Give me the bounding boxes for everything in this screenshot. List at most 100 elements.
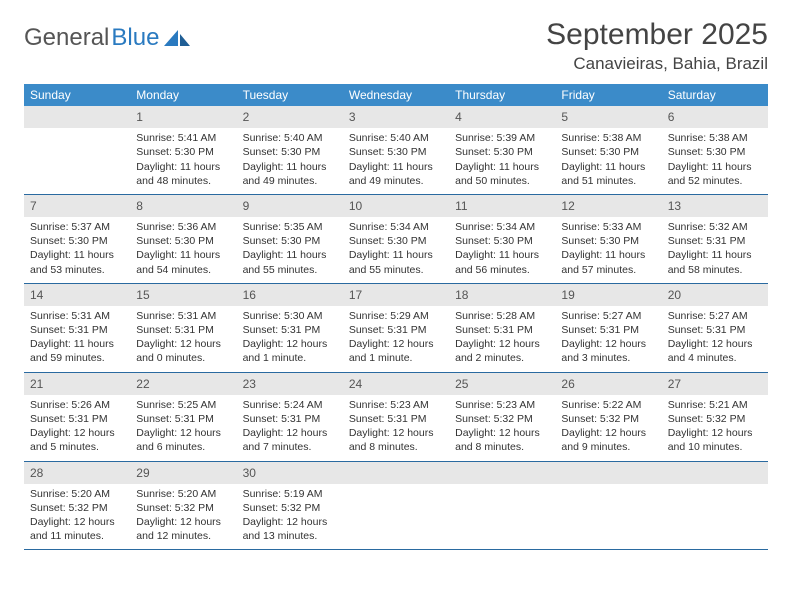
day-details-cell: Sunrise: 5:27 AMSunset: 5:31 PMDaylight:… bbox=[555, 306, 661, 372]
sunset-line: Sunset: 5:31 PM bbox=[455, 323, 549, 337]
daylight-line: Daylight: 11 hours and 49 minutes. bbox=[243, 160, 337, 188]
daylight-line: Daylight: 11 hours and 55 minutes. bbox=[349, 248, 443, 276]
day-number-cell bbox=[449, 461, 555, 484]
sunset-line: Sunset: 5:31 PM bbox=[668, 323, 762, 337]
day-number-cell: 8 bbox=[130, 194, 236, 217]
day-number-cell: 27 bbox=[662, 372, 768, 395]
day-number-row: 78910111213 bbox=[24, 194, 768, 217]
day-details-cell bbox=[449, 484, 555, 550]
sunset-line: Sunset: 5:32 PM bbox=[136, 501, 230, 515]
sunrise-line: Sunrise: 5:40 AM bbox=[243, 131, 337, 145]
day-details-cell: Sunrise: 5:34 AMSunset: 5:30 PMDaylight:… bbox=[449, 217, 555, 283]
day-details-row: Sunrise: 5:31 AMSunset: 5:31 PMDaylight:… bbox=[24, 306, 768, 372]
day-number-cell: 22 bbox=[130, 372, 236, 395]
day-number-cell: 18 bbox=[449, 283, 555, 306]
day-details-cell: Sunrise: 5:35 AMSunset: 5:30 PMDaylight:… bbox=[237, 217, 343, 283]
day-number-cell: 25 bbox=[449, 372, 555, 395]
daylight-line: Daylight: 12 hours and 0 minutes. bbox=[136, 337, 230, 365]
sunrise-line: Sunrise: 5:41 AM bbox=[136, 131, 230, 145]
sunset-line: Sunset: 5:30 PM bbox=[455, 145, 549, 159]
day-details-cell: Sunrise: 5:25 AMSunset: 5:31 PMDaylight:… bbox=[130, 395, 236, 461]
day-number-cell: 17 bbox=[343, 283, 449, 306]
daylight-line: Daylight: 12 hours and 7 minutes. bbox=[243, 426, 337, 454]
day-details-cell: Sunrise: 5:38 AMSunset: 5:30 PMDaylight:… bbox=[555, 128, 661, 194]
day-details-cell: Sunrise: 5:32 AMSunset: 5:31 PMDaylight:… bbox=[662, 217, 768, 283]
sunset-line: Sunset: 5:31 PM bbox=[349, 412, 443, 426]
daylight-line: Daylight: 11 hours and 57 minutes. bbox=[561, 248, 655, 276]
calendar-grid: SundayMondayTuesdayWednesdayThursdayFrid… bbox=[24, 84, 768, 550]
daylight-line: Daylight: 12 hours and 8 minutes. bbox=[455, 426, 549, 454]
day-number-cell: 21 bbox=[24, 372, 130, 395]
sunset-line: Sunset: 5:30 PM bbox=[136, 234, 230, 248]
daylight-line: Daylight: 11 hours and 54 minutes. bbox=[136, 248, 230, 276]
daylight-line: Daylight: 12 hours and 11 minutes. bbox=[30, 515, 124, 543]
month-title: September 2025 bbox=[546, 18, 768, 52]
sunrise-line: Sunrise: 5:23 AM bbox=[349, 398, 443, 412]
sunset-line: Sunset: 5:31 PM bbox=[243, 323, 337, 337]
day-details-cell bbox=[555, 484, 661, 550]
sunrise-line: Sunrise: 5:40 AM bbox=[349, 131, 443, 145]
day-details-cell: Sunrise: 5:36 AMSunset: 5:30 PMDaylight:… bbox=[130, 217, 236, 283]
sunrise-line: Sunrise: 5:20 AM bbox=[136, 487, 230, 501]
sunrise-line: Sunrise: 5:32 AM bbox=[668, 220, 762, 234]
sunset-line: Sunset: 5:31 PM bbox=[136, 323, 230, 337]
day-number-row: 14151617181920 bbox=[24, 283, 768, 306]
daylight-line: Daylight: 11 hours and 55 minutes. bbox=[243, 248, 337, 276]
daylight-line: Daylight: 11 hours and 51 minutes. bbox=[561, 160, 655, 188]
sunrise-line: Sunrise: 5:26 AM bbox=[30, 398, 124, 412]
day-details-cell bbox=[662, 484, 768, 550]
weekday-header: Saturday bbox=[662, 84, 768, 106]
sunrise-line: Sunrise: 5:36 AM bbox=[136, 220, 230, 234]
sunrise-line: Sunrise: 5:35 AM bbox=[243, 220, 337, 234]
day-details-cell: Sunrise: 5:22 AMSunset: 5:32 PMDaylight:… bbox=[555, 395, 661, 461]
day-number-cell: 12 bbox=[555, 194, 661, 217]
day-details-cell: Sunrise: 5:23 AMSunset: 5:31 PMDaylight:… bbox=[343, 395, 449, 461]
daylight-line: Daylight: 11 hours and 59 minutes. bbox=[30, 337, 124, 365]
day-number-cell: 10 bbox=[343, 194, 449, 217]
day-number-cell: 7 bbox=[24, 194, 130, 217]
brand-logo: GeneralBlue bbox=[24, 18, 190, 52]
day-number-cell: 26 bbox=[555, 372, 661, 395]
daylight-line: Daylight: 11 hours and 56 minutes. bbox=[455, 248, 549, 276]
logo-sail-icon bbox=[164, 28, 190, 48]
day-details-cell: Sunrise: 5:27 AMSunset: 5:31 PMDaylight:… bbox=[662, 306, 768, 372]
daylight-line: Daylight: 12 hours and 1 minute. bbox=[243, 337, 337, 365]
day-details-cell: Sunrise: 5:31 AMSunset: 5:31 PMDaylight:… bbox=[24, 306, 130, 372]
daylight-line: Daylight: 12 hours and 9 minutes. bbox=[561, 426, 655, 454]
day-details-cell: Sunrise: 5:40 AMSunset: 5:30 PMDaylight:… bbox=[237, 128, 343, 194]
daylight-line: Daylight: 12 hours and 4 minutes. bbox=[668, 337, 762, 365]
day-number-cell: 20 bbox=[662, 283, 768, 306]
sunrise-line: Sunrise: 5:28 AM bbox=[455, 309, 549, 323]
daylight-line: Daylight: 12 hours and 13 minutes. bbox=[243, 515, 337, 543]
day-details-cell: Sunrise: 5:29 AMSunset: 5:31 PMDaylight:… bbox=[343, 306, 449, 372]
sunrise-line: Sunrise: 5:34 AM bbox=[349, 220, 443, 234]
page-header: GeneralBlue September 2025 Canavieiras, … bbox=[24, 18, 768, 74]
sunrise-line: Sunrise: 5:39 AM bbox=[455, 131, 549, 145]
daylight-line: Daylight: 11 hours and 53 minutes. bbox=[30, 248, 124, 276]
sunset-line: Sunset: 5:31 PM bbox=[668, 234, 762, 248]
daylight-line: Daylight: 11 hours and 52 minutes. bbox=[668, 160, 762, 188]
sunrise-line: Sunrise: 5:38 AM bbox=[668, 131, 762, 145]
sunrise-line: Sunrise: 5:37 AM bbox=[30, 220, 124, 234]
sunrise-line: Sunrise: 5:25 AM bbox=[136, 398, 230, 412]
day-details-cell: Sunrise: 5:41 AMSunset: 5:30 PMDaylight:… bbox=[130, 128, 236, 194]
day-details-cell: Sunrise: 5:33 AMSunset: 5:30 PMDaylight:… bbox=[555, 217, 661, 283]
day-number-cell: 29 bbox=[130, 461, 236, 484]
day-details-cell: Sunrise: 5:20 AMSunset: 5:32 PMDaylight:… bbox=[24, 484, 130, 550]
sunset-line: Sunset: 5:30 PM bbox=[349, 145, 443, 159]
day-details-cell: Sunrise: 5:19 AMSunset: 5:32 PMDaylight:… bbox=[237, 484, 343, 550]
sunset-line: Sunset: 5:30 PM bbox=[243, 234, 337, 248]
day-number-row: 282930 bbox=[24, 461, 768, 484]
weekday-header: Friday bbox=[555, 84, 661, 106]
sunrise-line: Sunrise: 5:20 AM bbox=[30, 487, 124, 501]
day-number-cell: 14 bbox=[24, 283, 130, 306]
day-details-row: Sunrise: 5:26 AMSunset: 5:31 PMDaylight:… bbox=[24, 395, 768, 461]
sunrise-line: Sunrise: 5:31 AM bbox=[30, 309, 124, 323]
sunset-line: Sunset: 5:30 PM bbox=[30, 234, 124, 248]
brand-part1: General bbox=[24, 24, 109, 52]
sunset-line: Sunset: 5:32 PM bbox=[668, 412, 762, 426]
daylight-line: Daylight: 12 hours and 8 minutes. bbox=[349, 426, 443, 454]
sunset-line: Sunset: 5:31 PM bbox=[30, 412, 124, 426]
sunset-line: Sunset: 5:30 PM bbox=[561, 234, 655, 248]
day-number-cell: 6 bbox=[662, 106, 768, 128]
